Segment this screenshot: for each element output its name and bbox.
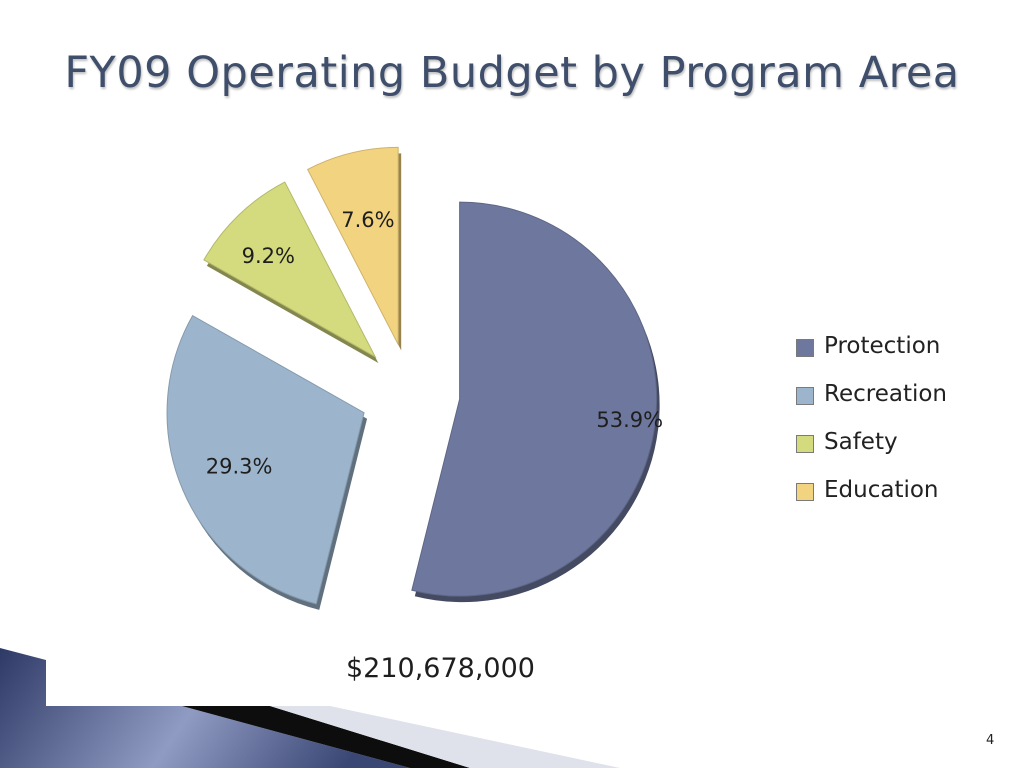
data-label-education: 7.6% <box>341 208 394 232</box>
footer-band-grey <box>270 706 620 768</box>
legend-item-protection: Protection <box>796 322 947 370</box>
pie-slice-recreation <box>166 314 365 605</box>
pie-chart: 53.9% 29.3% 9.2% 7.6% <box>166 146 663 610</box>
legend-swatch-education <box>796 483 814 501</box>
page-number: 4 <box>986 733 995 748</box>
budget-total: $210,678,000 <box>346 653 535 684</box>
legend-swatch-recreation <box>796 387 814 405</box>
legend-label-safety: Safety <box>824 429 898 455</box>
footer-band-blue <box>0 648 410 768</box>
legend-item-safety: Safety <box>796 418 947 466</box>
chart-legend: Protection Recreation Safety Education <box>796 322 947 514</box>
data-label-recreation: 29.3% <box>206 454 273 478</box>
pie-slice-education <box>306 146 399 345</box>
data-label-protection: 53.9% <box>596 408 663 432</box>
legend-label-education: Education <box>824 477 939 503</box>
legend-label-protection: Protection <box>824 333 941 359</box>
legend-swatch-safety <box>796 435 814 453</box>
footer-decoration <box>0 648 620 768</box>
legend-label-recreation: Recreation <box>824 381 947 407</box>
pie-slice-protection <box>411 201 658 597</box>
legend-item-recreation: Recreation <box>796 370 947 418</box>
legend-item-education: Education <box>796 466 947 514</box>
pie-slice-safety <box>203 181 377 359</box>
slide-title: FY09 Operating Budget by Program Area <box>64 48 960 98</box>
data-label-safety: 9.2% <box>242 244 295 268</box>
footer-band-black <box>182 706 470 768</box>
legend-swatch-protection <box>796 339 814 357</box>
